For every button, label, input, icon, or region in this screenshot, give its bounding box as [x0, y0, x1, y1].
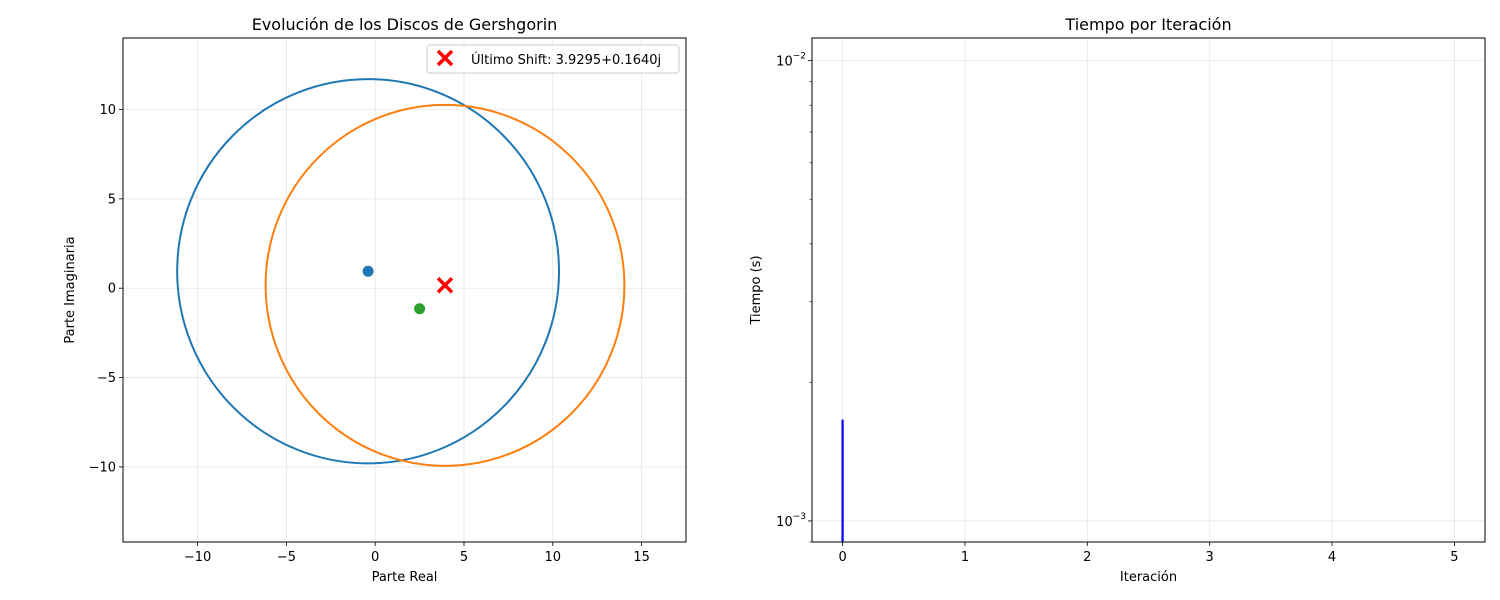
chart-title-left: Evolución de los Discos de Gershgorin [252, 15, 558, 34]
x-ticks-right: 0 1 2 3 4 5 [838, 542, 1459, 565]
x-axis-label-right: Iteración [1120, 570, 1177, 585]
legend-shift-marker [436, 49, 454, 67]
x-axis-label-left: Parte Real [372, 570, 438, 585]
x-tick-label: −10 [184, 550, 211, 565]
y-tick-label: −10 [89, 460, 116, 475]
x-tick-label: 1 [961, 550, 969, 565]
chart-title-right: Tiempo por Iteración [1064, 15, 1231, 34]
data-left [176, 78, 626, 467]
x-tick-label: 15 [633, 550, 650, 565]
eigenvalue-point [362, 265, 374, 277]
x-tick-label: −5 [277, 550, 296, 565]
shift-marker [436, 277, 454, 294]
legend: Último Shift: 3.9295+0.1640j [426, 44, 680, 74]
y-ticks-right: 10−310−2 [776, 52, 812, 543]
x-tick-label: 3 [1206, 550, 1214, 565]
y-tick-label: 0 [108, 282, 116, 297]
y-tick-base: 10 [776, 55, 793, 70]
axes-frame-right [811, 37, 1486, 543]
plot-area-left [123, 38, 686, 542]
legend-box [426, 44, 680, 74]
plot-area-right [812, 38, 1485, 542]
x-tick-label: 5 [460, 550, 468, 565]
y-tick-base: 10 [776, 515, 793, 530]
x-tick-label: 4 [1328, 550, 1336, 565]
y-tick-exponent: −2 [793, 52, 806, 62]
y-ticks-left: −10 −5 0 5 10 [89, 103, 123, 475]
x-tick-label: 10 [545, 550, 562, 565]
gershgorin-panel: −10 −5 0 5 10 15 −10 −5 0 5 10 Evolución de los D… [63, 15, 687, 585]
gershgorin-disc [176, 78, 561, 465]
gershgorin-disc [264, 103, 626, 467]
axes-frame-left [122, 37, 687, 543]
legend-shift-label: Último Shift: 3.9295+0.1640j [471, 52, 661, 68]
y-axis-label-right: Tiempo (s) [749, 255, 764, 325]
x-tick-label: 0 [838, 550, 846, 565]
y-tick-label: 10 [99, 103, 116, 118]
x-tick-label: 2 [1083, 550, 1091, 565]
y-tick-label: 10−3 [776, 512, 806, 530]
y-tick-exponent: −3 [793, 512, 806, 522]
eigenvalue-point [414, 303, 426, 315]
y-tick-label: 10−2 [776, 52, 806, 70]
y-tick-label: 5 [108, 192, 116, 207]
x-tick-label: 5 [1450, 550, 1458, 565]
x-ticks-left: −10 −5 0 5 10 15 [184, 542, 650, 565]
y-axis-label-left: Parte Imaginaria [63, 236, 78, 343]
x-tick-label: 0 [371, 550, 379, 565]
grid-left [123, 38, 686, 542]
y-tick-label: −5 [97, 371, 116, 386]
